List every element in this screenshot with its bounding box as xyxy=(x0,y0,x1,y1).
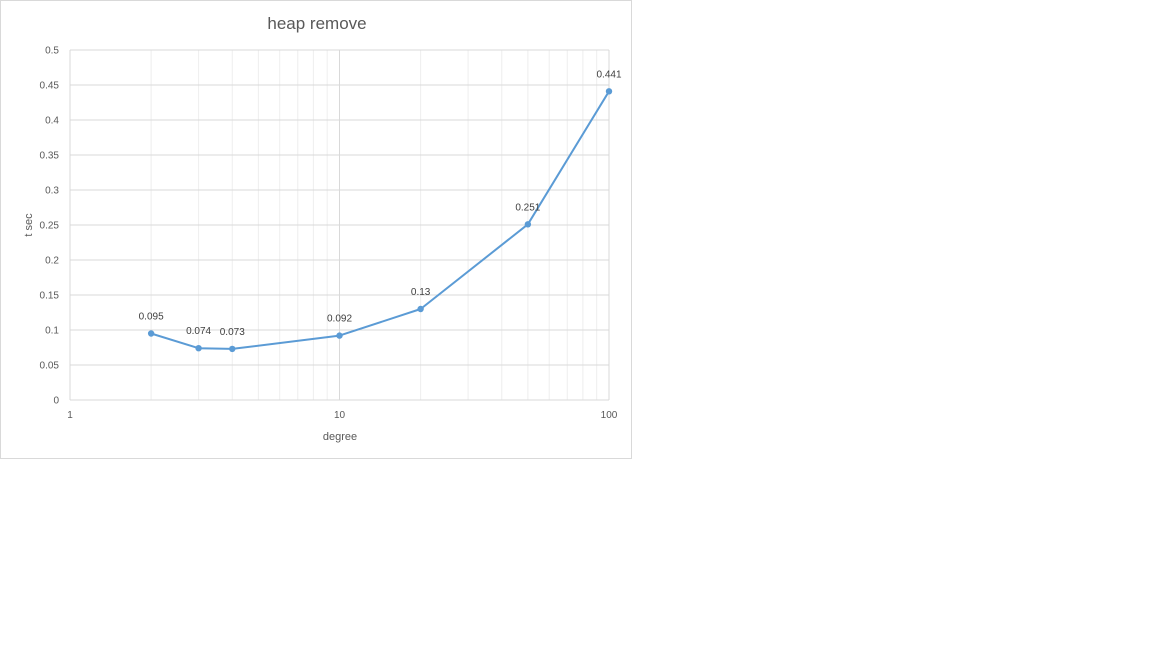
data-point xyxy=(147,330,155,337)
data-label: 0.13 xyxy=(411,287,431,298)
line-chart: 0 0.05 0.1 0.15 0.2 0.25 0.3 0.35 0.4 0.45 0.5 1 10… xyxy=(23,14,622,443)
y-tick-label: 0.35 xyxy=(40,151,60,162)
data-label: 0.073 xyxy=(220,327,245,338)
data-label: 0.092 xyxy=(327,314,352,325)
y-axis-title: t sec xyxy=(23,213,35,237)
x-tick-label: 1 xyxy=(67,410,73,421)
data-label: 0.095 xyxy=(139,312,164,323)
data-point xyxy=(605,88,613,95)
data-point xyxy=(417,305,424,313)
data-label: 0.074 xyxy=(186,326,211,337)
x-tick-label: 10 xyxy=(334,410,346,421)
data-labels: 0.095 0.074 0.073 0.092 0.13 0.251 0.441 xyxy=(139,69,622,338)
major-gridlines xyxy=(69,49,610,401)
y-tick-label: 0.5 xyxy=(45,46,59,57)
y-tick-labels: 0 0.05 0.1 0.15 0.2 0.25 0.3 0.35 0.4 0.45 0.5 xyxy=(40,46,60,407)
series-line xyxy=(150,90,610,350)
series-group xyxy=(147,88,613,353)
chart-title: heap remove xyxy=(267,14,366,33)
y-tick-label: 0.05 xyxy=(40,361,60,372)
x-tick-labels: 1 10 100 xyxy=(67,410,618,421)
chart-frame: 0 0.05 0.1 0.15 0.2 0.25 0.3 0.35 0.4 0.45 0.5 1 10… xyxy=(0,0,632,459)
y-tick-label: 0.15 xyxy=(40,291,60,302)
y-tick-label: 0 xyxy=(53,396,59,407)
data-point xyxy=(229,345,236,353)
data-point xyxy=(524,221,532,228)
data-point xyxy=(195,345,202,352)
y-tick-label: 0.2 xyxy=(45,256,59,267)
x-axis-title: degree xyxy=(323,431,357,443)
y-tick-label: 0.3 xyxy=(45,186,59,197)
y-tick-label: 0.4 xyxy=(45,116,59,127)
y-tick-label: 0.25 xyxy=(40,221,60,232)
y-tick-label: 0.45 xyxy=(40,81,60,92)
data-label: 0.441 xyxy=(596,69,621,80)
data-point xyxy=(336,332,343,339)
y-tick-label: 0.1 xyxy=(45,326,59,337)
data-label: 0.251 xyxy=(515,202,540,213)
x-tick-label: 100 xyxy=(601,410,618,421)
